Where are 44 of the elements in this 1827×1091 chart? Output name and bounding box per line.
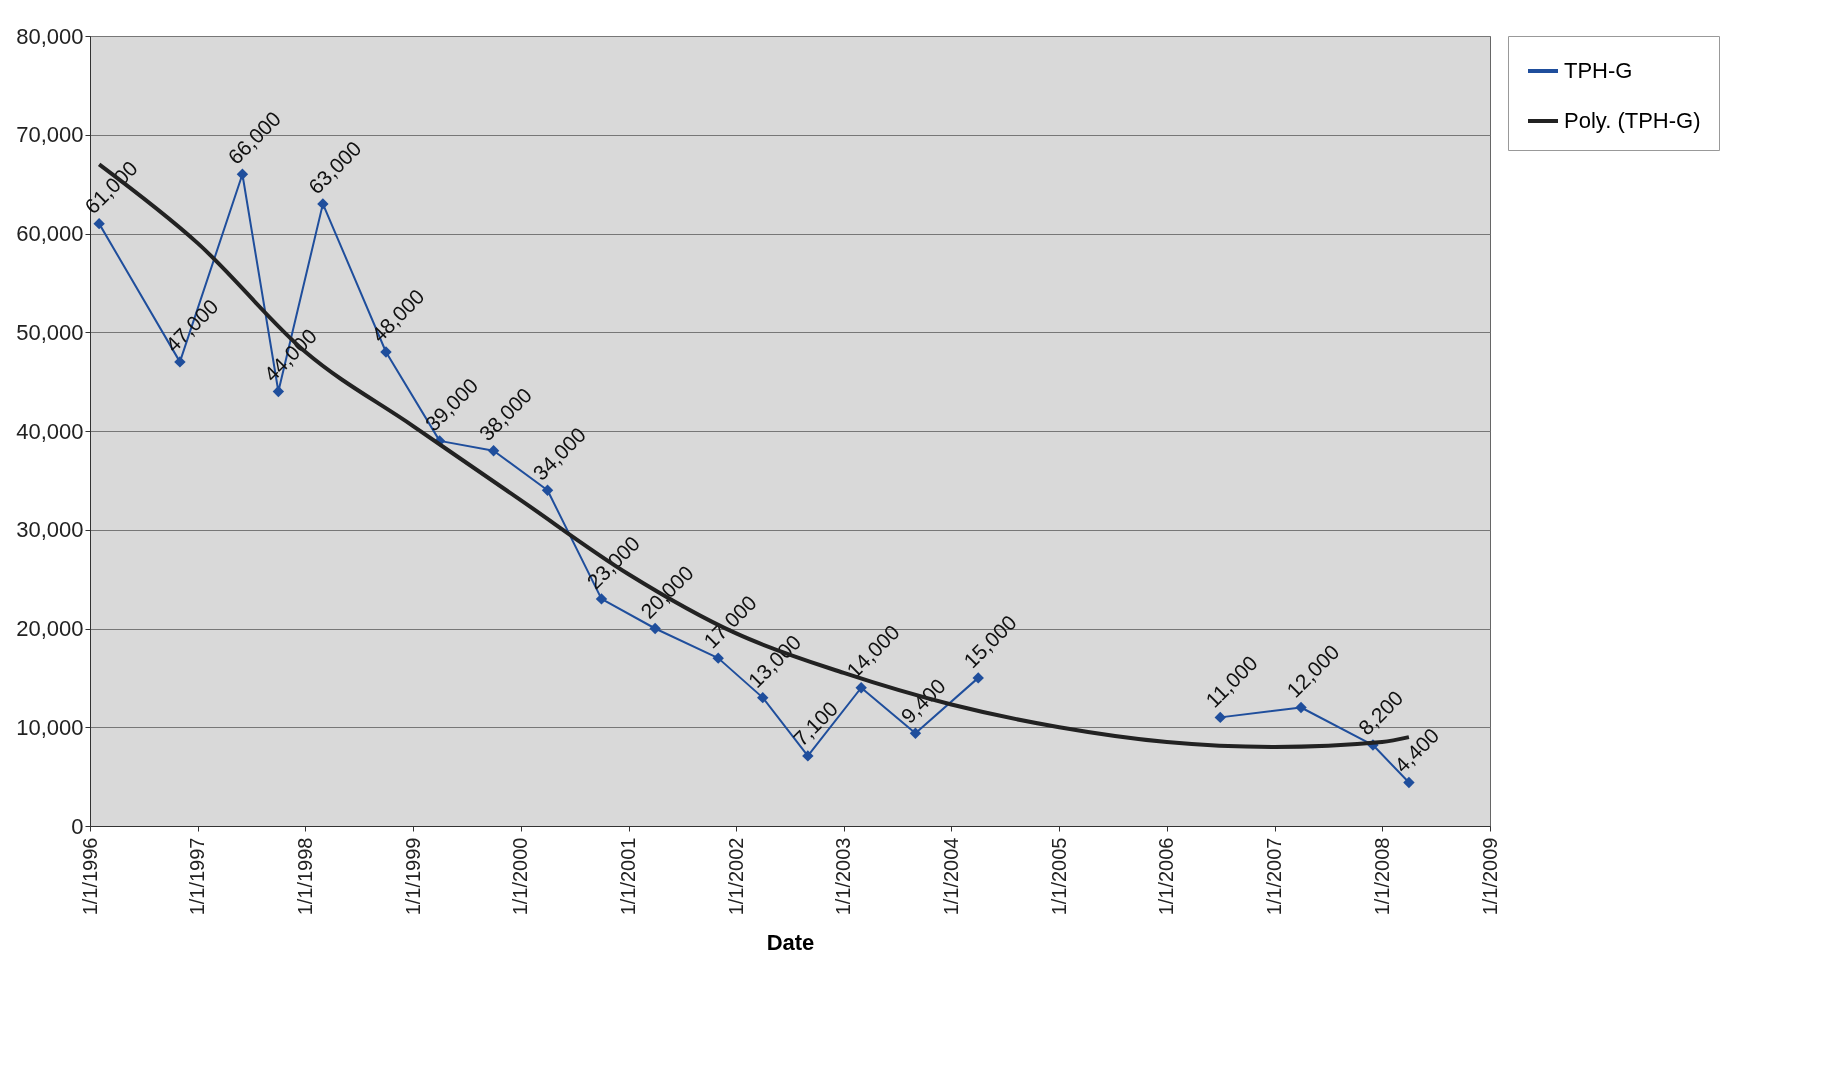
point [236,168,249,180]
x-tick-label: 1/1/2006 [1155,837,1178,916]
x-tick-label: 1/1/2001 [617,837,640,916]
y-tick-label: 0 [71,813,84,839]
point [595,593,608,605]
point [487,445,500,457]
point [174,356,186,368]
point [1403,776,1415,789]
point [712,652,724,664]
point [93,217,105,230]
point [541,484,554,496]
y-tick-label: 40,000 [16,418,84,444]
point [1295,701,1307,714]
point [649,622,661,635]
y-tick-label: 50,000 [16,319,84,345]
y-tick-label: 80,000 [16,23,84,49]
point [317,198,329,210]
x-tick-label: 1/1/2002 [724,837,747,916]
x-tick-label: 1/1/1998 [294,837,316,916]
x-tick-label: 1/1/2009 [1478,837,1501,916]
point [972,672,984,684]
x-tick-label: 1/1/1997 [186,837,209,916]
x-tick-label: 1/1/2008 [1370,837,1393,916]
x-tick-label: 1/1/2004 [939,837,962,916]
point [802,750,814,762]
point [380,346,392,358]
x-tick-label: 1/1/2005 [1047,837,1070,916]
y-tick-label: 30,000 [16,517,84,543]
y-tick-label: 70,000 [16,122,84,148]
point [1214,711,1226,724]
y-tick-label: 60,000 [16,221,84,246]
x-tick-label: 1/1/1996 [78,837,101,916]
x-tick-label: 1/1/2007 [1263,837,1285,916]
point [909,727,922,739]
point [855,682,867,694]
y-tick-label: 20,000 [16,616,84,641]
x-tick-label: 1/1/1999 [401,837,424,916]
x-tick-label: 1/1/2000 [509,837,532,916]
x-axis-title: Date [766,930,815,956]
legend-label: TPH-G [1564,58,1633,83]
legend-label: Poly. (TPH-G) [1564,108,1701,133]
point [757,691,769,704]
x-tick-label: 1/1/2003 [832,837,855,916]
y-tick-label: 10,000 [16,714,84,740]
